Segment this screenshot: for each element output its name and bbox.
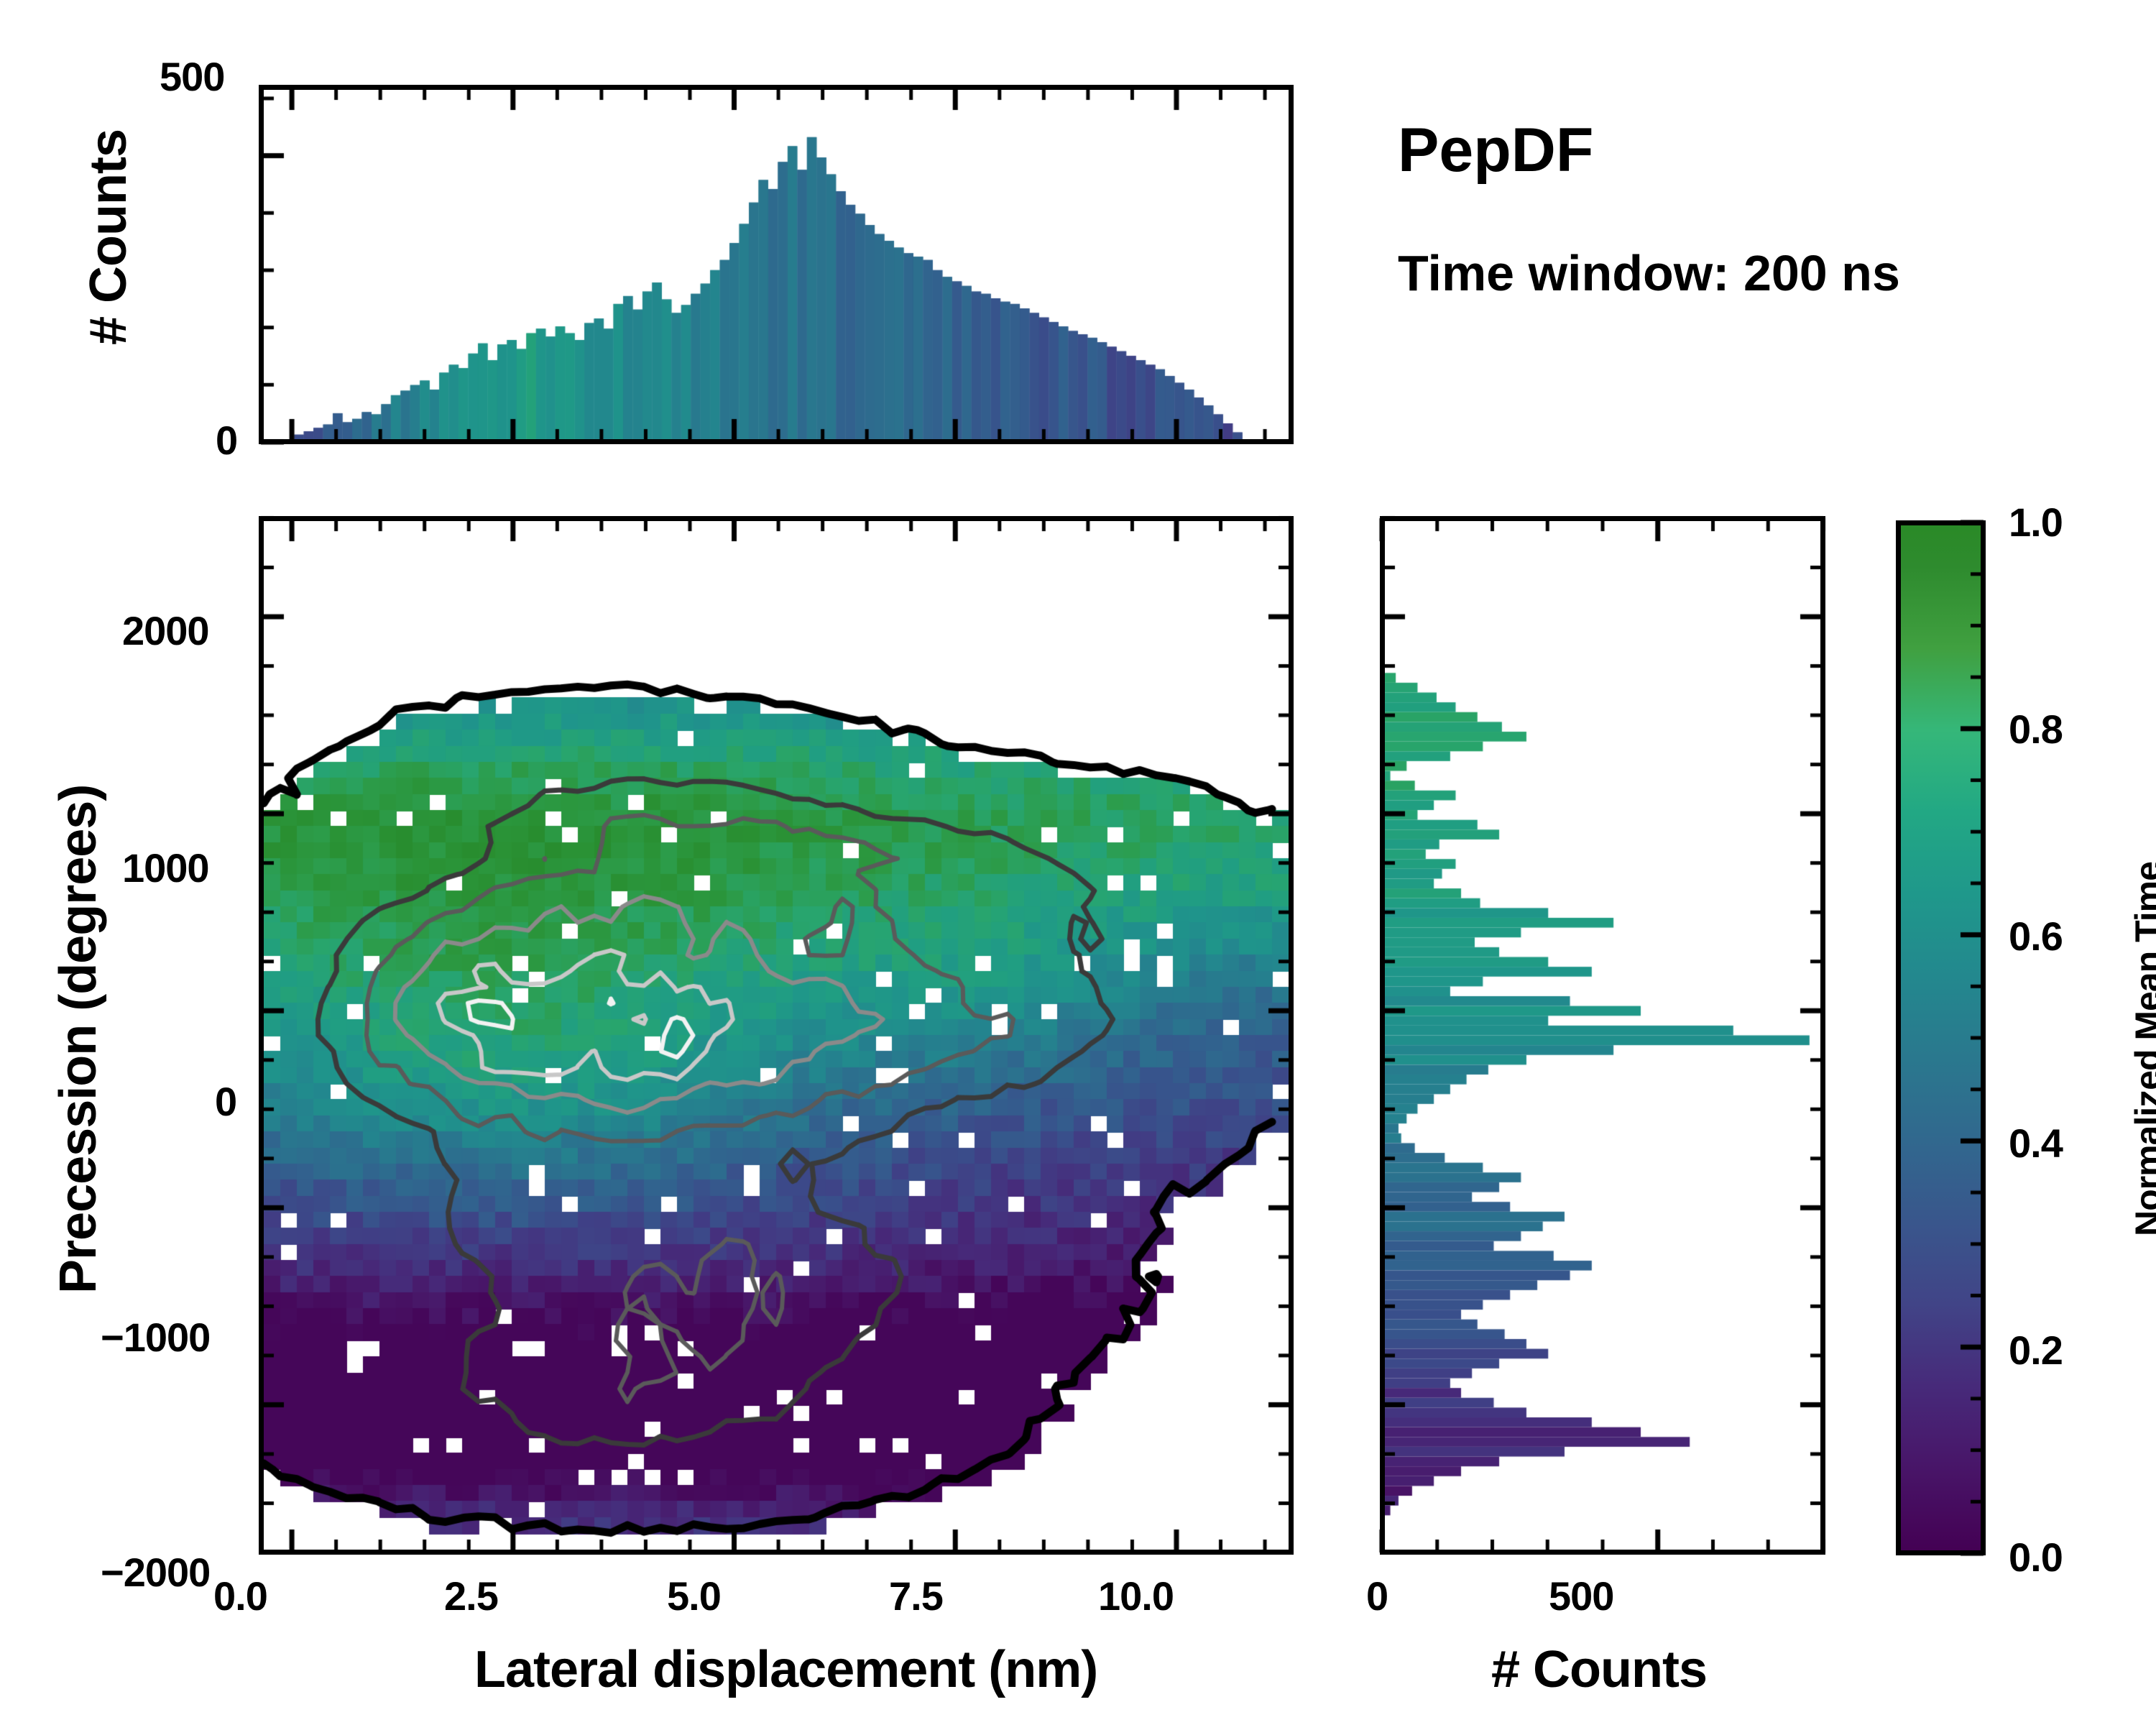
colorbar xyxy=(1896,520,1986,1555)
right-marginal-axes xyxy=(1380,516,1825,1555)
main-xtick-2p5: 2.5 xyxy=(444,1573,499,1619)
colorbar-gradient xyxy=(1901,525,1981,1550)
main-ylabel: Precession (degrees) xyxy=(50,784,107,1294)
colorbar-tick-0p2: 0.2 xyxy=(2009,1328,2063,1373)
main-ytick-2000: 2000 xyxy=(122,608,210,653)
main-xtick-10: 10.0 xyxy=(1098,1573,1174,1619)
main-ytick-1000: 1000 xyxy=(122,845,210,891)
top-ylabel: # Counts xyxy=(80,129,137,345)
colorbar-tick-0p6: 0.6 xyxy=(2009,914,2063,959)
top-histogram-canvas xyxy=(264,90,1289,439)
main-ytick-m1000: −1000 xyxy=(101,1315,211,1360)
figure-title: PepDF xyxy=(1398,116,1594,185)
right-xtick-500: 500 xyxy=(1549,1573,1614,1619)
top-ytick-0: 0 xyxy=(216,418,238,463)
right-xlabel: # Counts xyxy=(1491,1641,1708,1698)
main-xtick-0: 0.0 xyxy=(213,1573,268,1619)
main-xtick-5: 5.0 xyxy=(667,1573,722,1619)
main-heatmap-axes xyxy=(259,516,1294,1555)
top-marginal-axes xyxy=(259,85,1294,444)
colorbar-tick-1p0: 1.0 xyxy=(2009,500,2063,545)
right-histogram-canvas xyxy=(1385,521,1820,1550)
colorbar-label: Normalized Mean Time xyxy=(2128,862,2156,1236)
top-ytick-500: 500 xyxy=(160,54,225,99)
colorbar-tick-0p0: 0.0 xyxy=(2009,1535,2063,1580)
figure-subtitle: Time window: 200 ns xyxy=(1398,245,1900,301)
colorbar-tick-0p4: 0.4 xyxy=(2009,1121,2063,1166)
heatmap-canvas xyxy=(264,521,1289,1550)
right-xtick-0: 0 xyxy=(1366,1573,1388,1619)
main-ytick-0: 0 xyxy=(215,1079,237,1124)
main-xlabel: Lateral displacement (nm) xyxy=(474,1641,1098,1698)
colorbar-tick-0p8: 0.8 xyxy=(2009,707,2063,752)
main-xtick-7p5: 7.5 xyxy=(889,1573,944,1619)
main-ytick-m2000: −2000 xyxy=(101,1550,211,1595)
